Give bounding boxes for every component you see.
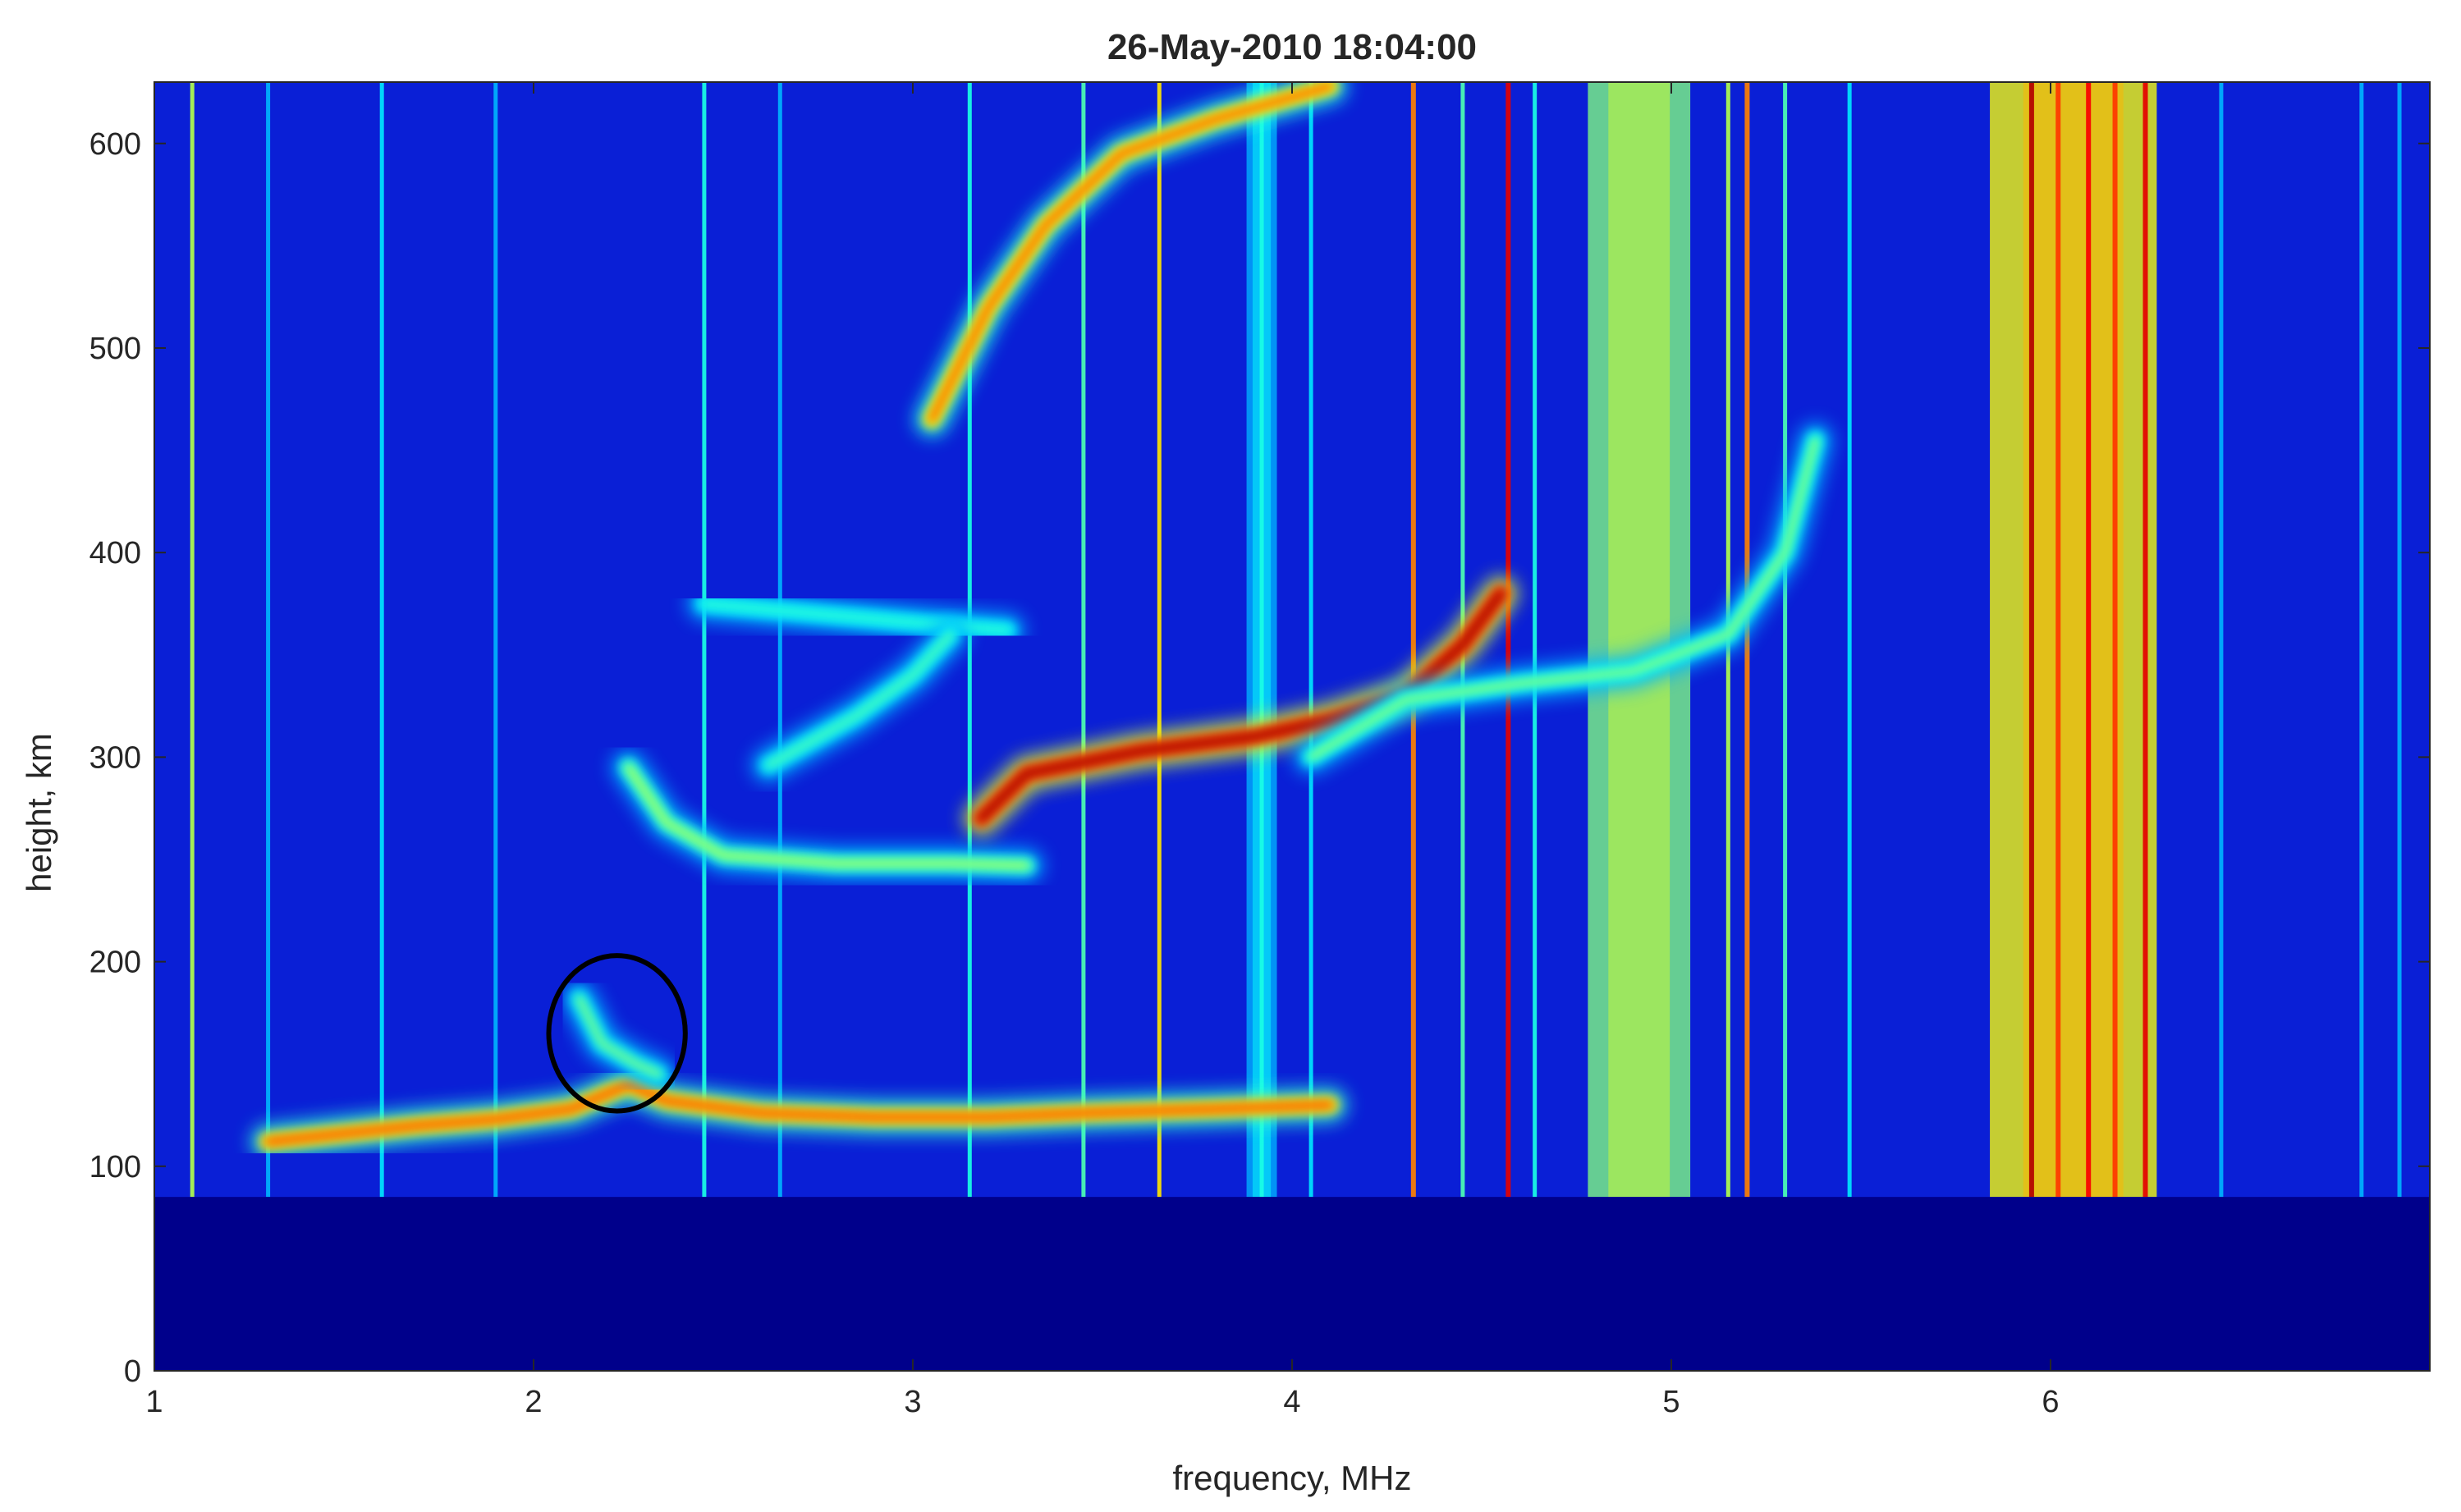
x-tick-label: 1 (145, 1385, 163, 1419)
echo-trace-core (764, 630, 955, 769)
echo-trace-core (928, 82, 1334, 424)
y-axis-label: height, km (20, 733, 58, 892)
blanked-region (154, 1197, 2430, 1371)
echo-trace-core (625, 763, 1031, 869)
x-tick-label: 6 (2042, 1385, 2059, 1419)
echo-trace-core (575, 994, 662, 1079)
y-tick-label: 400 (89, 536, 141, 570)
annotation-layer (546, 953, 688, 1114)
y-tick-label: 0 (124, 1354, 141, 1389)
noise-band-core (1608, 82, 1670, 1198)
plot-area (154, 82, 2430, 1371)
chart-title: 26-May-2010 18:04:00 (1107, 27, 1477, 67)
interference-line-layer (190, 82, 2402, 1198)
noise-band-core (2023, 82, 2124, 1198)
y-tick-label: 300 (89, 740, 141, 775)
y-tick-label: 100 (89, 1150, 141, 1184)
y-axis: 0 100 200 300 400 500 600 (89, 127, 2430, 1389)
x-tick-label: 3 (904, 1385, 921, 1419)
x-tick-label: 5 (1662, 1385, 1680, 1419)
echo-trace-core (1307, 436, 1820, 761)
y-tick-label: 200 (89, 946, 141, 980)
x-tick-label: 2 (525, 1385, 542, 1419)
x-axis-label: frequency, MHz (1173, 1459, 1412, 1497)
echo-trace-core (977, 589, 1505, 822)
y-tick-label: 600 (89, 127, 141, 162)
annotation-circle (546, 953, 688, 1114)
echo-trace-core (700, 600, 1011, 635)
y-tick-label: 500 (89, 332, 141, 366)
x-axis: 1 2 3 4 5 6 (145, 82, 2060, 1419)
x-tick-label: 4 (1283, 1385, 1300, 1419)
echo-trace-layer (250, 82, 1833, 1159)
echo-trace-core (264, 1080, 1334, 1146)
